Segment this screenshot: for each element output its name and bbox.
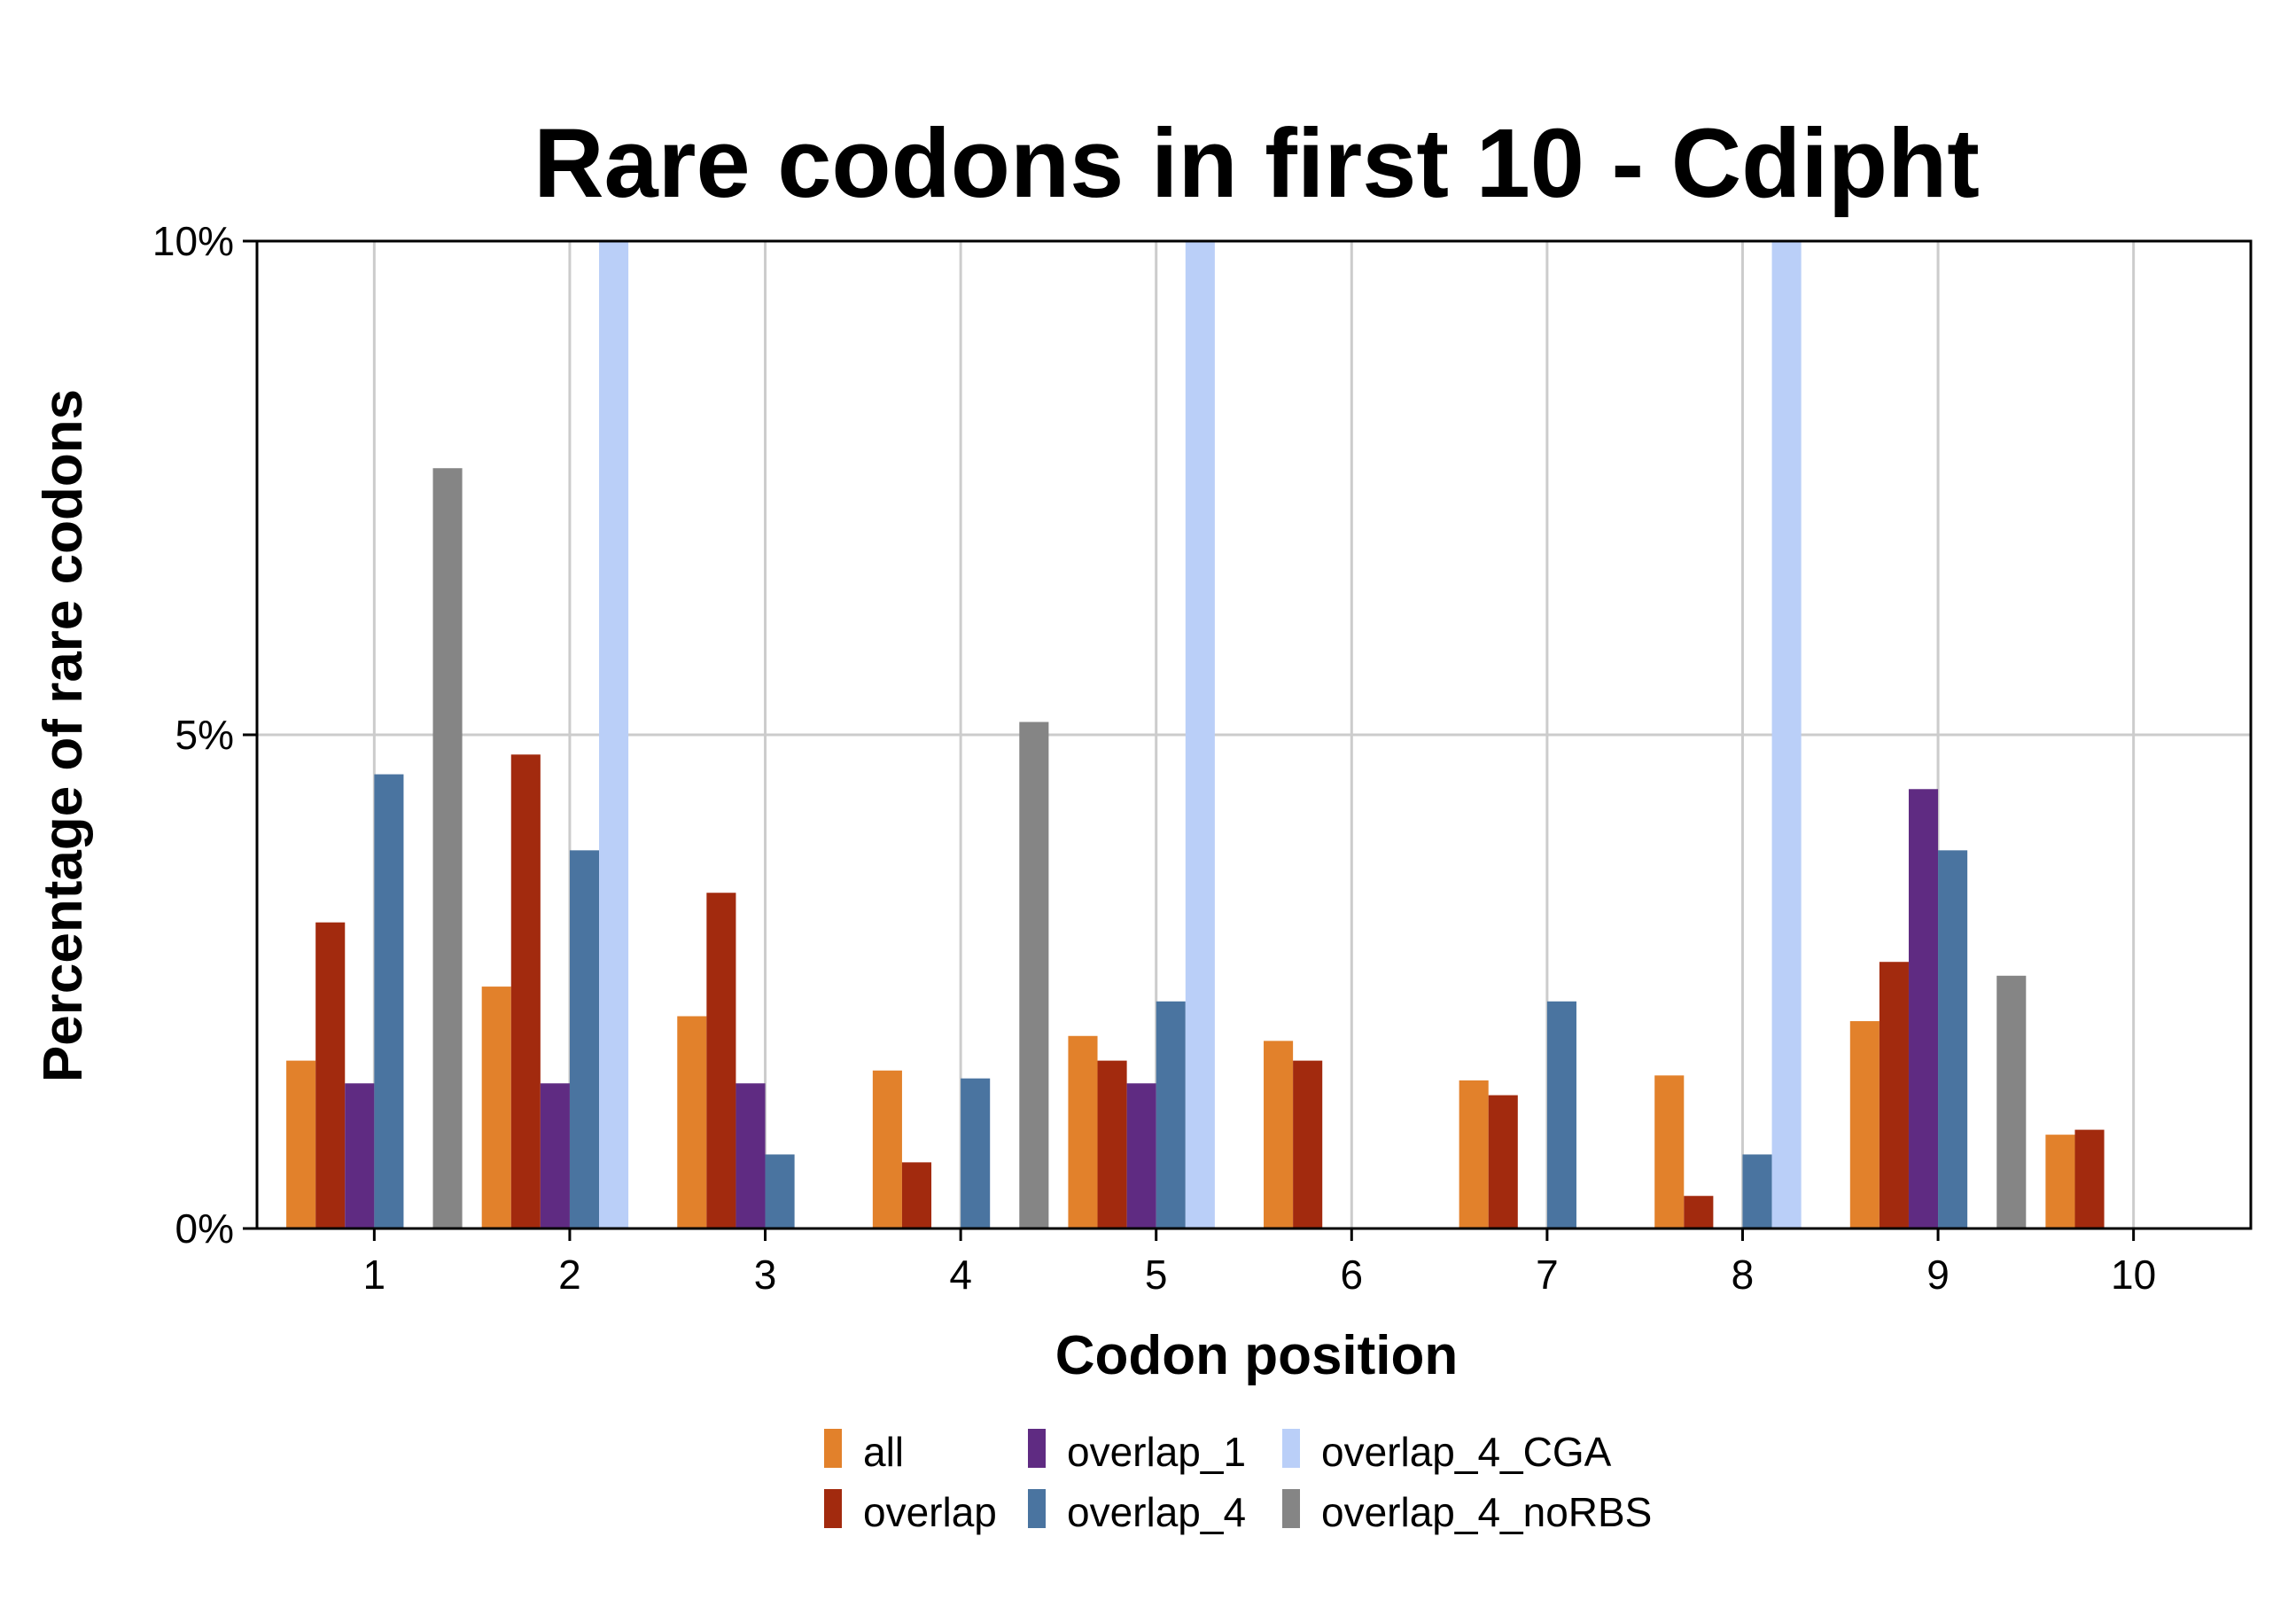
x-tick-label: 5 bbox=[1145, 1252, 1168, 1298]
bar-overlap-5 bbox=[1097, 1060, 1127, 1228]
bar-all-5 bbox=[1068, 1035, 1098, 1228]
bar-overlap_4_noRBS-1 bbox=[432, 468, 463, 1228]
y-axis-title: Percentage of rare codons bbox=[33, 389, 94, 1082]
bar-overlap_4-2 bbox=[569, 850, 600, 1228]
legend: all overlap overlap_1 overlap_4 overlap_4_CG… bbox=[824, 1429, 1652, 1535]
legend-swatch-overlap_1 bbox=[1028, 1429, 1046, 1468]
chart-title: Rare codons in first 10 - Cdipht bbox=[533, 109, 1980, 218]
legend-label-overlap_4_CGA: overlap_4_CGA bbox=[1321, 1429, 1612, 1475]
bar-all-8 bbox=[1654, 1075, 1685, 1228]
bar-overlap-2 bbox=[510, 754, 541, 1228]
x-tick-label: 9 bbox=[1926, 1252, 1950, 1298]
bar-overlap-10 bbox=[2074, 1129, 2105, 1228]
bars bbox=[286, 241, 2105, 1228]
bar-all-10 bbox=[2045, 1135, 2075, 1228]
bar-overlap_4-5 bbox=[1156, 1001, 1186, 1228]
bar-overlap_4_noRBS-4 bbox=[1019, 722, 1049, 1228]
bar-overlap-6 bbox=[1293, 1060, 1323, 1228]
bar-overlap_4_CGA-8 bbox=[1771, 241, 1802, 1228]
bar-overlap_4_CGA-2 bbox=[599, 241, 629, 1228]
bar-overlap_4-4 bbox=[961, 1078, 991, 1228]
bar-overlap-8 bbox=[1684, 1196, 1714, 1228]
bar-all-2 bbox=[481, 987, 511, 1228]
legend-swatch-overlap_4 bbox=[1028, 1489, 1046, 1528]
bar-overlap_1-2 bbox=[540, 1083, 570, 1228]
bar-overlap_4-1 bbox=[374, 774, 404, 1228]
bar-overlap-1 bbox=[315, 922, 346, 1228]
bar-overlap_4-8 bbox=[1742, 1154, 1772, 1228]
bar-all-9 bbox=[1849, 1021, 1880, 1228]
legend-swatch-overlap_4_CGA bbox=[1282, 1429, 1300, 1468]
bar-overlap_1-9 bbox=[1908, 789, 1939, 1228]
axes: 0% 5% 10% 1 2 3 4 5 6 7 8 9 10 bbox=[152, 218, 2253, 1298]
y-tick-label: 5% bbox=[175, 712, 234, 758]
bar-overlap_4-3 bbox=[765, 1154, 795, 1228]
legend-swatch-overlap bbox=[824, 1489, 842, 1528]
bar-all-4 bbox=[872, 1070, 902, 1228]
bar-overlap_4_noRBS-9 bbox=[1996, 975, 2027, 1228]
bar-overlap_1-3 bbox=[735, 1083, 766, 1228]
bar-all-1 bbox=[286, 1060, 316, 1228]
bar-overlap-4 bbox=[901, 1162, 932, 1228]
bar-all-3 bbox=[677, 1016, 707, 1228]
y-tick-label: 0% bbox=[175, 1205, 234, 1252]
legend-swatch-overlap_4_noRBS bbox=[1282, 1489, 1300, 1528]
x-tick-label: 4 bbox=[949, 1252, 972, 1298]
bar-overlap-3 bbox=[706, 893, 736, 1228]
bar-overlap_1-1 bbox=[345, 1083, 375, 1228]
bar-overlap_1-5 bbox=[1126, 1083, 1156, 1228]
legend-swatch-all bbox=[824, 1429, 842, 1468]
bar-overlap_4_CGA-5 bbox=[1185, 241, 1215, 1228]
bar-overlap-7 bbox=[1488, 1095, 1518, 1228]
x-tick-label: 8 bbox=[1732, 1252, 1755, 1298]
x-tick-label: 2 bbox=[558, 1252, 581, 1298]
legend-label-overlap_4_noRBS: overlap_4_noRBS bbox=[1321, 1489, 1652, 1535]
legend-label-all: all bbox=[863, 1429, 904, 1475]
x-axis-title: Codon position bbox=[1055, 1325, 1459, 1386]
y-tick-label: 10% bbox=[152, 218, 234, 264]
bar-overlap_4-9 bbox=[1938, 850, 1968, 1228]
bar-overlap_4-7 bbox=[1546, 1001, 1576, 1228]
legend-label-overlap_1: overlap_1 bbox=[1067, 1429, 1246, 1475]
bar-all-7 bbox=[1459, 1080, 1489, 1228]
x-tick-label: 10 bbox=[2111, 1252, 2156, 1298]
x-tick-label: 1 bbox=[363, 1252, 386, 1298]
x-tick-label: 6 bbox=[1340, 1252, 1363, 1298]
legend-label-overlap_4: overlap_4 bbox=[1067, 1489, 1246, 1535]
bar-all-6 bbox=[1264, 1041, 1294, 1228]
bar-overlap-9 bbox=[1879, 962, 1909, 1228]
x-tick-label: 3 bbox=[754, 1252, 777, 1298]
x-tick-label: 7 bbox=[1536, 1252, 1559, 1298]
legend-label-overlap: overlap bbox=[863, 1489, 997, 1535]
